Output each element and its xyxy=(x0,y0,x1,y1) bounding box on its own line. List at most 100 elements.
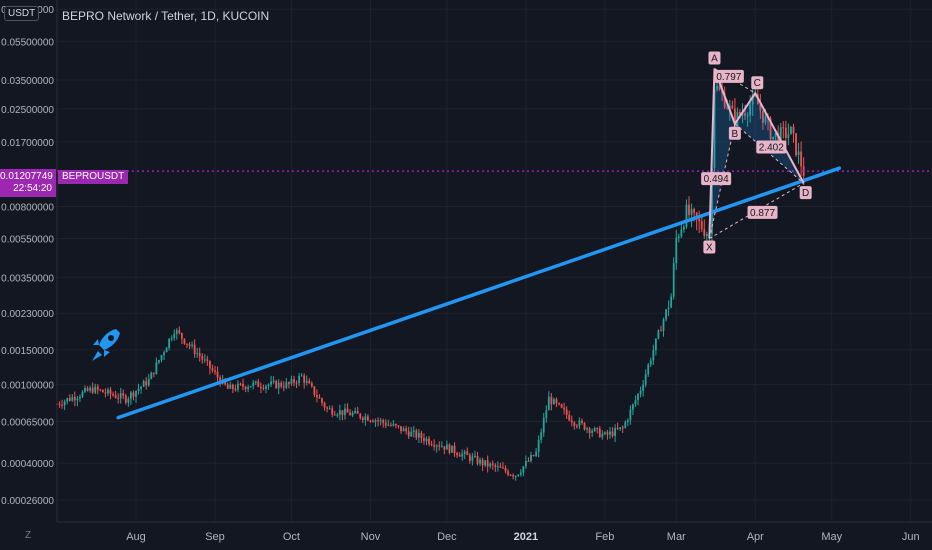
candle-body xyxy=(573,422,576,426)
candle-body xyxy=(336,414,339,416)
candle-body xyxy=(563,407,566,410)
candle-body xyxy=(649,360,652,365)
candle-body xyxy=(392,424,395,426)
pattern-ratio-bg xyxy=(701,172,732,186)
candle-body xyxy=(160,355,163,361)
candle-body xyxy=(101,389,104,393)
candle-body xyxy=(188,344,191,346)
chart-title: BEPRO Network / Tether, 1D, KUCOIN xyxy=(62,9,270,23)
candle-body xyxy=(581,420,583,423)
y-tick-label: 0.00100000 xyxy=(1,381,54,392)
candle-body xyxy=(553,399,555,405)
candle-body xyxy=(609,431,611,435)
candle-body xyxy=(372,420,374,422)
candle-body xyxy=(790,126,792,135)
candle-body xyxy=(705,234,708,237)
candle-body xyxy=(374,420,377,422)
x-tick-label: Jun xyxy=(902,531,920,543)
candle-body xyxy=(300,375,303,377)
candle-body xyxy=(672,263,675,297)
countdown-timer: 22:54:20 xyxy=(13,183,52,194)
candle-body xyxy=(519,472,522,475)
trendline[interactable] xyxy=(116,166,842,420)
candle-body xyxy=(711,168,713,234)
candle-body xyxy=(647,364,650,375)
candle-body xyxy=(667,307,670,310)
candle-body xyxy=(152,372,155,374)
candle-body xyxy=(604,432,606,434)
candle-body xyxy=(502,467,504,469)
candle-body xyxy=(265,385,267,389)
candle-body xyxy=(76,398,79,401)
candle-body xyxy=(542,418,545,433)
candle-body xyxy=(591,431,594,433)
candle-body xyxy=(109,389,112,395)
candle-body xyxy=(344,408,346,416)
pattern-ratio-label: 2.402 xyxy=(759,142,784,153)
candle-body xyxy=(451,445,453,453)
candle-body xyxy=(333,414,336,416)
candle-body xyxy=(234,388,237,390)
candle-body xyxy=(749,104,752,116)
candle-body xyxy=(257,381,260,387)
candle-body xyxy=(183,338,186,344)
candle-body xyxy=(239,383,242,385)
zoom-button[interactable]: Z xyxy=(25,530,32,541)
candle-body xyxy=(316,395,318,398)
candle-body xyxy=(420,432,423,439)
candle-body xyxy=(726,107,729,109)
pattern-ratio-line xyxy=(708,123,736,239)
candle-body xyxy=(142,381,145,387)
pattern-ratio-bg xyxy=(747,205,778,219)
candle-body xyxy=(249,386,252,388)
pattern-point-label-bg xyxy=(751,76,764,90)
candle-body xyxy=(629,409,632,421)
candle-body xyxy=(614,428,616,437)
candle-body xyxy=(180,333,183,339)
candle-body xyxy=(644,374,647,385)
candle-body xyxy=(535,451,537,456)
candle-body xyxy=(443,446,446,450)
y-tick-label: 0.02500000 xyxy=(1,105,54,116)
candle-body xyxy=(423,438,425,442)
candle-body xyxy=(285,382,288,388)
candle-body xyxy=(713,89,716,169)
candle-body xyxy=(415,430,418,438)
candle-body xyxy=(178,330,181,334)
pattern-triangle-xab xyxy=(709,68,735,239)
candle-body xyxy=(517,474,520,476)
candle-body xyxy=(619,427,622,430)
candle-body xyxy=(525,460,527,467)
pattern-point-label: X xyxy=(706,243,713,254)
candle-body xyxy=(405,428,408,432)
pattern-point-label-bg xyxy=(708,51,721,65)
candle-body xyxy=(575,425,578,427)
candle-body xyxy=(670,296,673,308)
candle-body xyxy=(395,424,397,426)
candle-body xyxy=(718,85,721,90)
candle-body xyxy=(68,398,71,401)
candle-body xyxy=(662,319,665,331)
candle-body xyxy=(318,397,321,399)
candle-body xyxy=(491,463,494,465)
candle-body xyxy=(280,382,283,387)
candle-body xyxy=(384,422,387,426)
candle-body xyxy=(530,455,532,462)
currency-label: USDT xyxy=(4,6,40,21)
candle-body xyxy=(723,93,726,108)
x-tick-label: Mar xyxy=(667,531,686,543)
candle-body xyxy=(787,134,790,138)
candle-body xyxy=(683,226,685,230)
candle-body xyxy=(387,424,390,426)
candle-body xyxy=(132,392,135,397)
candle-body xyxy=(367,416,369,421)
y-tick-label: 0.00040000 xyxy=(1,459,54,470)
candle-body xyxy=(323,402,326,408)
candle-body xyxy=(298,376,300,383)
pattern-ratio-label: 0.877 xyxy=(750,208,775,219)
candle-body xyxy=(73,396,76,401)
candle-body xyxy=(698,218,701,222)
candle-body xyxy=(779,127,782,144)
candle-body xyxy=(71,396,74,401)
